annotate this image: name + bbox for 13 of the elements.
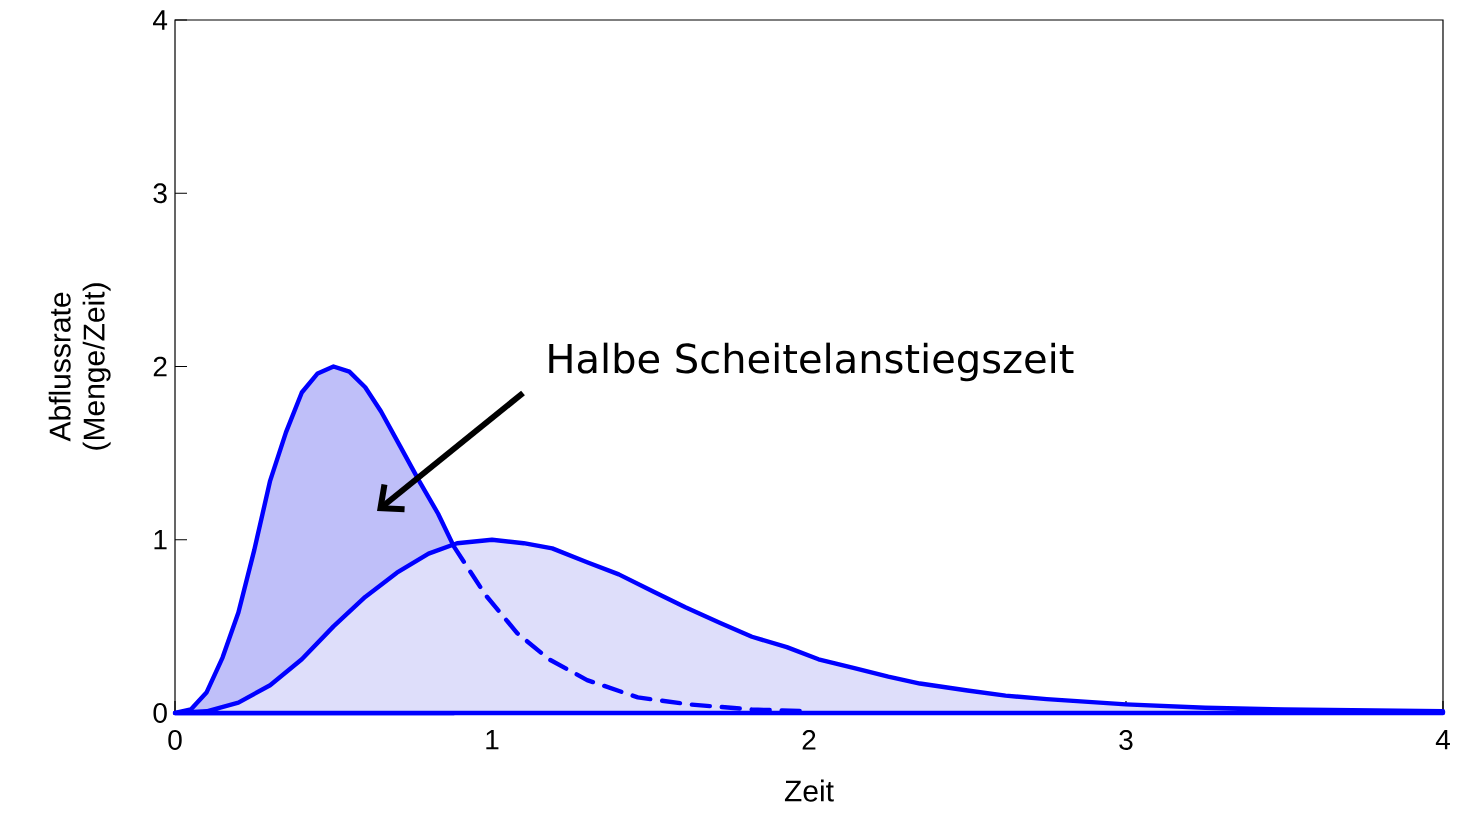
y-tick-label: 0	[153, 703, 167, 723]
x-tick-label: 2	[802, 730, 816, 750]
x-tick-label: 1	[486, 730, 499, 750]
x-tick-label: 4	[1435, 730, 1450, 750]
y-axis-title: Abflussrate (Menge/Zeit)	[48, 283, 111, 450]
y-tick-label: 3	[153, 183, 167, 204]
x-tick-label: 0	[168, 730, 182, 750]
x-axis-title: Zeit	[784, 779, 834, 802]
y-tick-label: 1	[154, 530, 167, 550]
y-tick-label: 4	[152, 10, 168, 30]
y-tick-label: 2	[153, 356, 167, 377]
x-tick-label: 3	[1119, 730, 1133, 750]
annotation: Halbe Scheitelanstiegszeit	[549, 342, 1074, 382]
